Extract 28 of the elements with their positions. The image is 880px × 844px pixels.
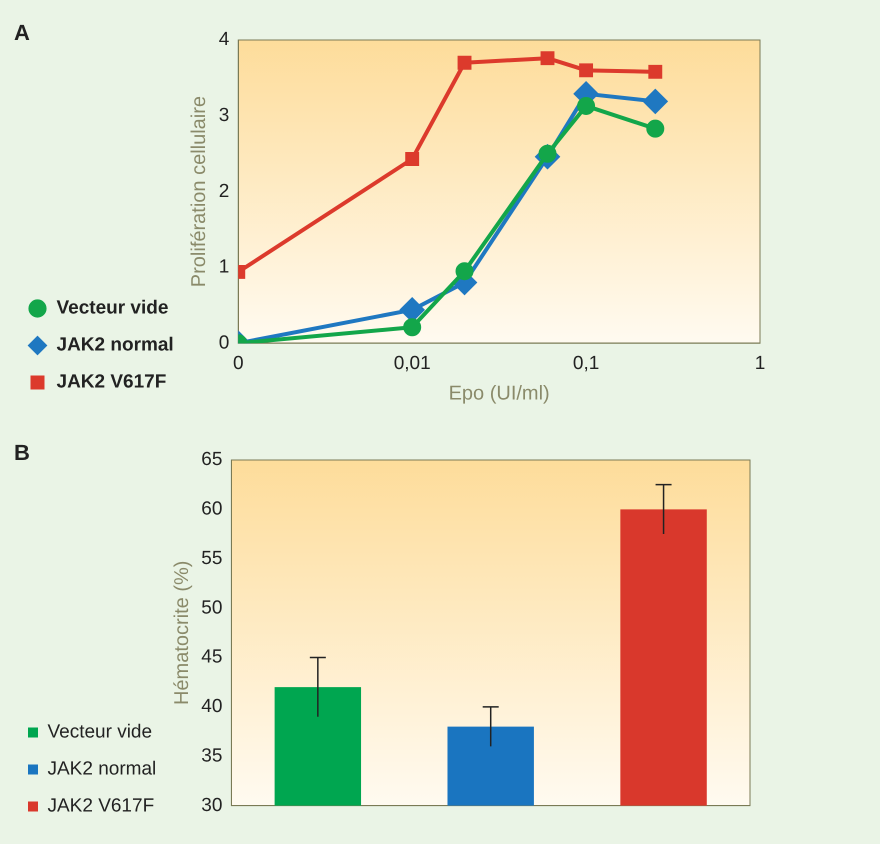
y-tick-label: 4 bbox=[218, 29, 230, 50]
y-tick-label: 65 bbox=[201, 449, 222, 470]
legend-label: Vecteur vide bbox=[48, 722, 152, 743]
y-tick-label: 3 bbox=[218, 105, 230, 126]
legend-label: JAK2 normal bbox=[56, 334, 174, 356]
text: A bbox=[14, 20, 30, 46]
text: B bbox=[14, 440, 30, 466]
legend-label: Vecteur vide bbox=[56, 298, 168, 319]
x-axis-title: Epo (UI/ml) bbox=[448, 382, 550, 405]
y-tick-label: 45 bbox=[201, 646, 222, 668]
x-tick-label: 0,1 bbox=[572, 352, 600, 374]
y-tick-label: 55 bbox=[201, 548, 222, 569]
y-tick-label: 50 bbox=[201, 597, 222, 618]
y-tick-label: 40 bbox=[201, 696, 222, 718]
legend-label: JAK2 V617F bbox=[56, 372, 166, 393]
legend-label: JAK2 V617F bbox=[48, 796, 154, 817]
x-tick-label: 1 bbox=[754, 352, 766, 374]
y-tick-label: 35 bbox=[201, 745, 222, 766]
y-tick-label: 1 bbox=[218, 256, 230, 278]
y-axis-title: Prolifération cellulaire bbox=[188, 96, 210, 288]
y-tick-label: 2 bbox=[218, 180, 230, 202]
y-tick-label: 30 bbox=[201, 794, 222, 816]
x-tick-label: 0 bbox=[232, 352, 244, 374]
y-axis-title: Hématocrite (%) bbox=[170, 560, 193, 706]
legend-label: JAK2 normal bbox=[48, 758, 156, 780]
y-tick-label: 60 bbox=[201, 498, 222, 520]
x-tick-label: 0,01 bbox=[394, 352, 431, 374]
y-tick-label: 0 bbox=[218, 332, 230, 354]
